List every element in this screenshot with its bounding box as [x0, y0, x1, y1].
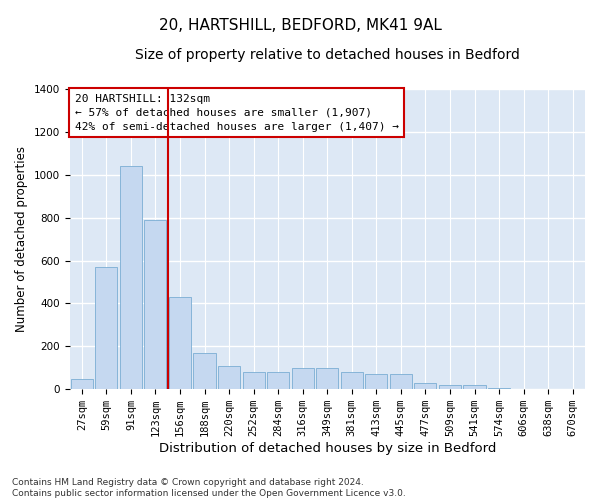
Bar — [71, 378, 93, 389]
Text: 20 HARTSHILL: 132sqm
← 57% of detached houses are smaller (1,907)
42% of semi-de: 20 HARTSHILL: 132sqm ← 57% of detached h… — [74, 94, 398, 132]
Title: Size of property relative to detached houses in Bedford: Size of property relative to detached ho… — [135, 48, 520, 62]
X-axis label: Distribution of detached houses by size in Bedford: Distribution of detached houses by size … — [158, 442, 496, 455]
Bar — [365, 374, 388, 389]
Bar — [292, 368, 314, 389]
Bar — [193, 353, 215, 389]
Text: 20, HARTSHILL, BEDFORD, MK41 9AL: 20, HARTSHILL, BEDFORD, MK41 9AL — [158, 18, 442, 32]
Y-axis label: Number of detached properties: Number of detached properties — [15, 146, 28, 332]
Bar — [267, 372, 289, 389]
Bar — [415, 383, 436, 389]
Bar — [169, 297, 191, 389]
Bar — [512, 388, 535, 389]
Bar — [439, 385, 461, 389]
Bar — [218, 366, 240, 389]
Bar — [120, 166, 142, 389]
Bar — [316, 368, 338, 389]
Bar — [242, 372, 265, 389]
Bar — [488, 388, 510, 389]
Bar — [390, 374, 412, 389]
Bar — [341, 372, 363, 389]
Bar — [463, 385, 485, 389]
Bar — [95, 267, 118, 389]
Text: Contains HM Land Registry data © Crown copyright and database right 2024.
Contai: Contains HM Land Registry data © Crown c… — [12, 478, 406, 498]
Bar — [145, 220, 166, 389]
